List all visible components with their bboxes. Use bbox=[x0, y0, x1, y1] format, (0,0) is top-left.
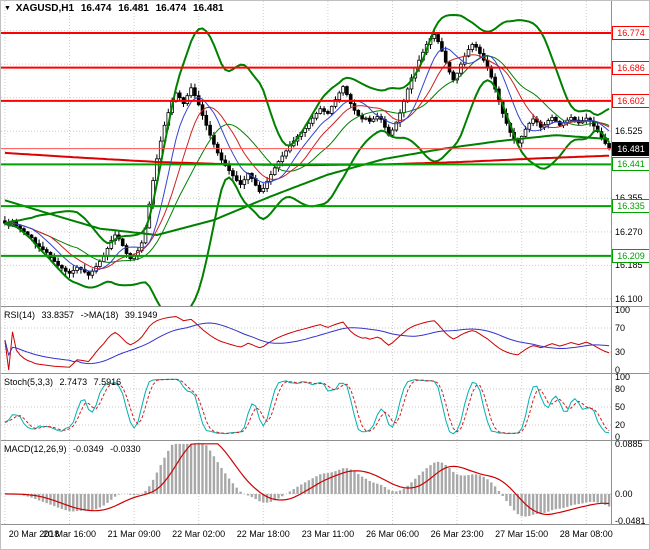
chart-title: ▼ XAGUSD,H1 16.474 16.481 16.474 16.481 bbox=[4, 3, 228, 14]
rsi-indicator-label: RSI(14) 33.8357 ->MA(18) 39.1949 bbox=[4, 310, 161, 320]
time-axis[interactable]: 20 Mar 2018 20 Mar 16:00 21 Mar 09:00 22 Ma… bbox=[1, 525, 649, 549]
quote-high: 16.481 bbox=[118, 3, 149, 14]
time-axis-label: 23 Mar 11:00 bbox=[301, 529, 355, 539]
time-axis-label: 22 Mar 02:00 bbox=[172, 529, 226, 539]
macd-signal-value: -0.0330 bbox=[110, 444, 141, 454]
rsi-name: RSI(14) bbox=[4, 310, 36, 320]
quote-low: 16.474 bbox=[155, 3, 187, 14]
stoch-name: Stoch(5,3,3) bbox=[4, 377, 54, 387]
rsi-ma-name: ->MA(18) bbox=[80, 310, 119, 320]
stoch-indicator-label: Stoch(5,3,3) 2.7473 7.5916 bbox=[4, 377, 125, 387]
rsi-ma-value: 39.1949 bbox=[124, 310, 158, 320]
time-axis-label: 26 Mar 06:00 bbox=[365, 529, 420, 539]
quote-close: 16.481 bbox=[192, 3, 224, 14]
time-axis-label: 26 Mar 23:00 bbox=[430, 529, 484, 539]
time-axis-label: 22 Mar 18:00 bbox=[236, 529, 290, 539]
time-axis-label: 20 Mar 16:00 bbox=[42, 529, 97, 539]
symbol-timeframe-label: XAGUSD,H1 bbox=[15, 3, 75, 14]
stoch-value: 2.7473 bbox=[59, 377, 88, 387]
time-axis-label: 21 Mar 09:00 bbox=[107, 529, 161, 539]
macd-name: MACD(12,26,9) bbox=[4, 444, 67, 454]
time-axis-label: 20 Mar 2018 bbox=[8, 529, 60, 539]
time-axis-label: 27 Mar 15:00 bbox=[495, 529, 549, 539]
chart-marker-icon: ▼ bbox=[4, 5, 11, 12]
macd-indicator-label: MACD(12,26,9) -0.0349 -0.0330 bbox=[4, 444, 145, 454]
macd-value: -0.0349 bbox=[73, 444, 104, 454]
stoch-signal-value: 7.5916 bbox=[93, 377, 122, 387]
rsi-value: 33.8357 bbox=[41, 310, 75, 320]
time-axis-label: 28 Mar 08:00 bbox=[559, 529, 613, 539]
quote-open: 16.474 bbox=[80, 3, 112, 14]
